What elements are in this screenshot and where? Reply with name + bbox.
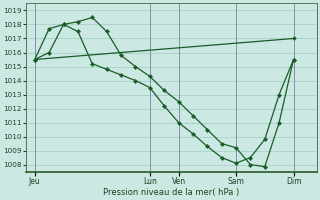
X-axis label: Pression niveau de la mer( hPa ): Pression niveau de la mer( hPa ) [103,188,239,197]
